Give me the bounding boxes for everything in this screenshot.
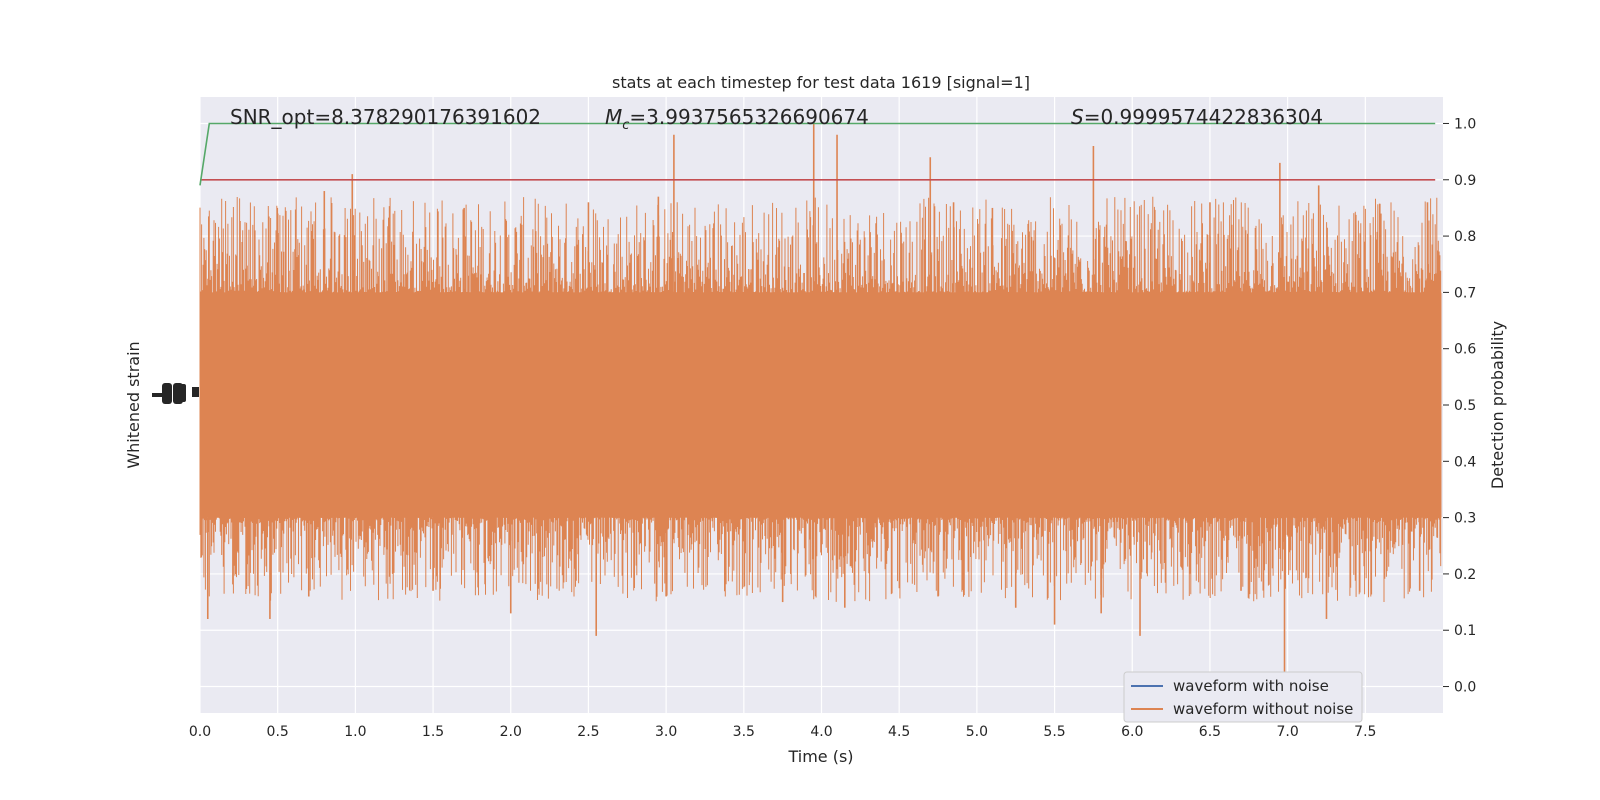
legend: waveform with noise waveform without noi… (1123, 671, 1363, 723)
snr-annotation: SNR_opt=8.378290176391602 (230, 105, 541, 129)
x-tick-label: 4.5 (888, 724, 910, 740)
x-tick-label: 7.0 (1276, 724, 1298, 740)
legend-box (1123, 671, 1363, 723)
legend-label-with-noise: waveform with noise (1173, 677, 1329, 695)
x-axis-label: Time (s) (787, 747, 853, 766)
chart-title: stats at each timestep for test data 161… (612, 73, 1030, 92)
y-tick-label: 0.1 (1454, 623, 1476, 639)
chirp-mass-value: =3.9937565326690674 (629, 105, 868, 129)
s-annotation: S=0.9999574422836304 (1071, 105, 1323, 129)
x-tick-label: 6.0 (1121, 724, 1143, 740)
left-y-tick-labels-overlap (152, 383, 199, 404)
x-tick-label: 1.0 (344, 724, 366, 740)
x-tick-label: 2.5 (577, 724, 599, 740)
chirp-mass-annotation: Mc=3.9937565326690674 (605, 105, 869, 133)
y-tick-label: 0.6 (1454, 342, 1476, 358)
chirp-mass-symbol: M (605, 105, 622, 129)
x-tick-label: 5.5 (1043, 724, 1065, 740)
right-y-axis-ticks: 0.0 0.1 0.2 0.3 0.4 0.5 0.6 0.7 0.8 0.9 1.0 (1443, 116, 1476, 696)
right-y-axis-label: Detection probability (1488, 321, 1507, 489)
x-tick-label: 5.0 (966, 724, 988, 740)
x-tick-label: 1.5 (422, 724, 444, 740)
y-tick-label: 0.7 (1454, 285, 1476, 301)
left-y-axis-label: Whitened strain (124, 341, 143, 468)
detection-probability-line (199, 122, 1436, 186)
y-tick-label: 0.4 (1454, 454, 1476, 470)
y-tick-label: 0.9 (1454, 173, 1476, 189)
x-tick-label: 2.0 (500, 724, 522, 740)
y-tick-label: 0.0 (1454, 680, 1476, 696)
y-tick-label: 1.0 (1454, 116, 1476, 132)
detection-probability-series (199, 122, 1436, 186)
x-tick-label: 0.0 (189, 724, 211, 740)
x-tick-label: 6.5 (1199, 724, 1221, 740)
legend-label-without-noise: waveform without noise (1173, 700, 1353, 718)
x-tick-label: 0.5 (267, 724, 289, 740)
chirp-mass-subscript: c (622, 118, 629, 133)
y-tick-label: 0.8 (1454, 229, 1476, 245)
s-value: =0.9999574422836304 (1084, 105, 1323, 129)
x-tick-label: 3.0 (655, 724, 677, 740)
waveform-without-noise-series (199, 123, 1442, 676)
waveform-trace (199, 196, 1442, 602)
x-tick-label: 4.0 (810, 724, 832, 740)
x-tick-label: 7.5 (1354, 724, 1376, 740)
y-tick-label: 0.3 (1454, 511, 1476, 527)
x-tick-label: 3.5 (733, 724, 755, 740)
s-symbol: S (1071, 105, 1084, 129)
x-axis-ticks: 0.0 0.5 1.0 1.5 2.0 2.5 3.0 3.5 4.0 4.5 5.0 5.5 6.0 6… (189, 724, 1377, 740)
y-tick-label: 0.2 (1454, 567, 1476, 583)
y-tick-label: 0.5 (1454, 398, 1476, 414)
